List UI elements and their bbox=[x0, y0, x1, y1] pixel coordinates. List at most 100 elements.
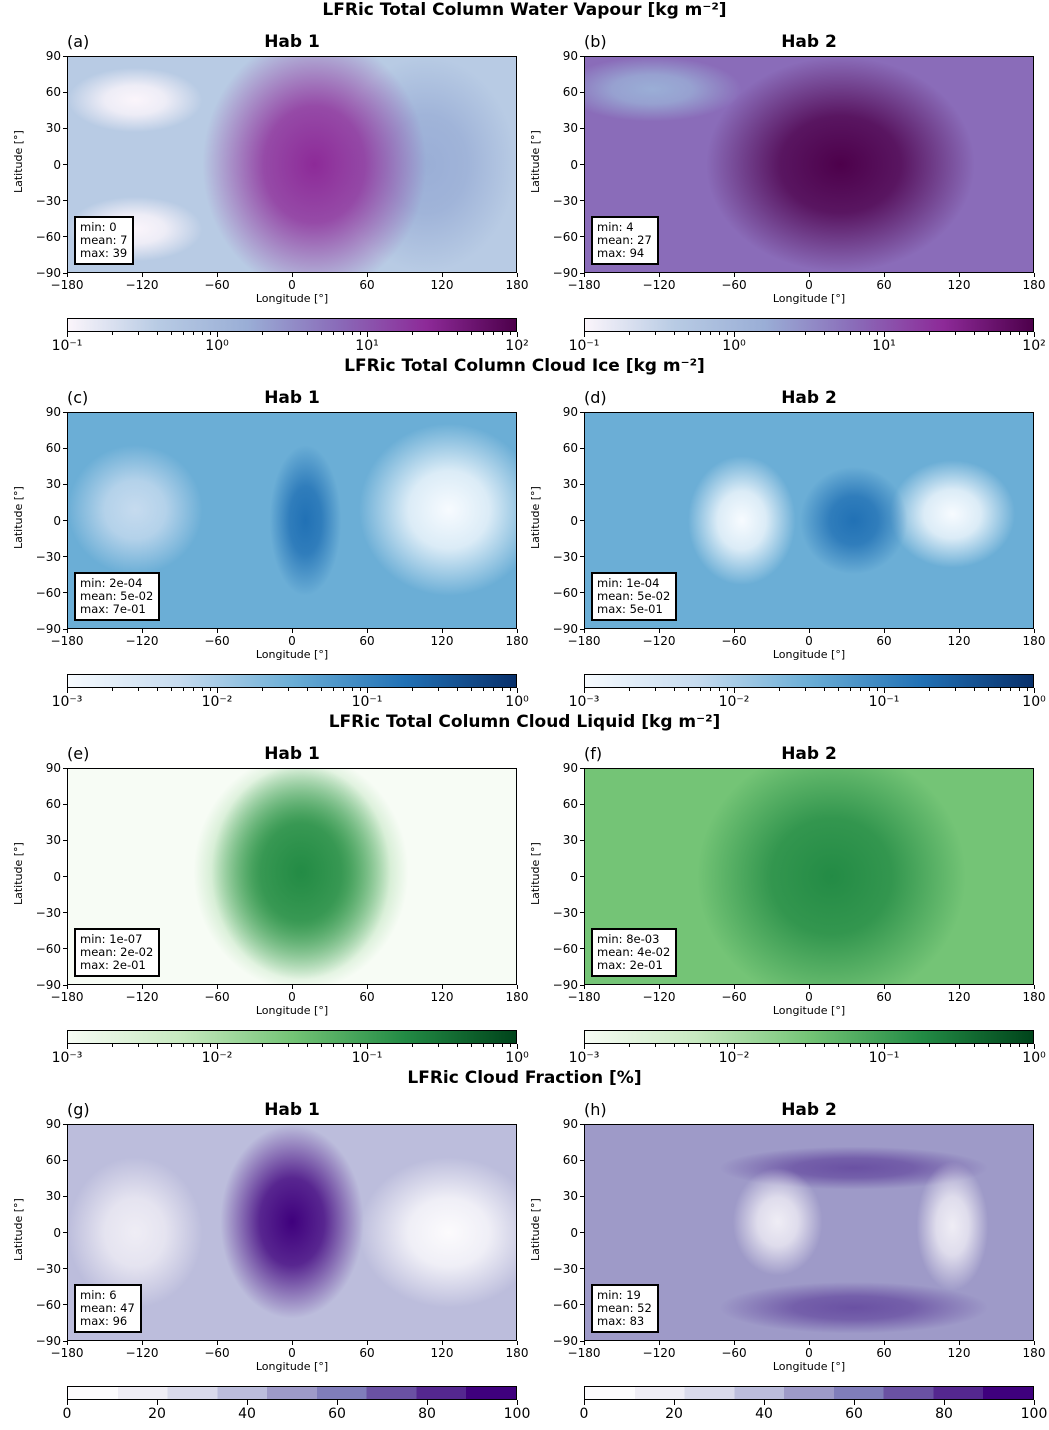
x-tick-mark bbox=[366, 985, 368, 989]
y-tick-label: −90 bbox=[552, 266, 578, 280]
x-tick-label: 60 bbox=[876, 278, 892, 292]
colorbar-tick-label: 0 bbox=[579, 1406, 589, 1422]
colorbar-minor-tick bbox=[193, 688, 195, 691]
colorbar-minor-tick bbox=[973, 1044, 975, 1047]
x-tick-mark bbox=[733, 273, 735, 277]
y-tick-mark bbox=[580, 164, 584, 165]
colorbar-tick-label: 10⁻¹ bbox=[351, 694, 383, 710]
x-tick-label: −120 bbox=[125, 1346, 159, 1360]
colorbar-minor-tick bbox=[351, 332, 353, 335]
colorbar-minor-tick bbox=[201, 1044, 203, 1047]
y-tick-label: −90 bbox=[35, 266, 61, 280]
x-tick-label: 60 bbox=[876, 990, 892, 1004]
y-axis-label: Latitude [°] bbox=[529, 129, 542, 193]
stat-line: mean: 5e-02 bbox=[597, 589, 671, 603]
y-tick-mark bbox=[580, 1232, 584, 1233]
colorbar-tick-mark bbox=[66, 688, 68, 693]
y-tick-mark bbox=[63, 1268, 67, 1270]
colorbar-tick-label: 10⁰ bbox=[722, 338, 746, 354]
y-tick-label: 90 bbox=[562, 1117, 578, 1131]
x-tick-label: −180 bbox=[50, 990, 84, 1004]
colorbar-minor-tick bbox=[868, 332, 870, 335]
y-tick-label: −90 bbox=[552, 978, 578, 992]
colorbar-minor-tick bbox=[823, 1044, 825, 1047]
x-tick-label: −180 bbox=[567, 990, 601, 1004]
colorbar-tick-mark bbox=[883, 1044, 885, 1049]
colorbar-tick-mark bbox=[366, 332, 368, 337]
y-tick-label: −60 bbox=[35, 1297, 61, 1312]
x-tick-label: 120 bbox=[430, 1346, 454, 1360]
row-title: LFRic Total Column Cloud Ice [kg m⁻²] bbox=[344, 356, 705, 376]
colorbar-minor-tick bbox=[321, 1044, 323, 1047]
colorbar-minor-tick bbox=[333, 688, 335, 691]
x-tick-label: −120 bbox=[642, 278, 676, 292]
colorbar-tick-mark bbox=[733, 1044, 735, 1049]
y-tick-label: 30 bbox=[45, 121, 61, 136]
colorbar-minor-tick bbox=[359, 1044, 361, 1047]
colorbar-tick-label: 40 bbox=[755, 1406, 773, 1422]
colorbar-minor-tick bbox=[333, 1044, 335, 1047]
y-axis-label: Latitude [°] bbox=[12, 1197, 25, 1261]
stat-line: min: 19 bbox=[597, 1288, 641, 1302]
y-axis-label: Latitude [°] bbox=[12, 485, 25, 549]
x-tick-mark bbox=[516, 1341, 518, 1345]
y-tick-mark bbox=[580, 272, 584, 274]
x-tick-label: 60 bbox=[359, 990, 375, 1004]
x-tick-label: −180 bbox=[50, 278, 84, 292]
y-tick-label: 90 bbox=[562, 405, 578, 419]
y-tick-mark bbox=[580, 520, 584, 521]
colorbar-minor-tick bbox=[438, 1044, 440, 1047]
stat-line: max: 7e-01 bbox=[80, 602, 146, 616]
x-tick-label: −60 bbox=[204, 278, 230, 292]
colorbar-minor-tick bbox=[688, 1044, 690, 1047]
y-tick-mark bbox=[63, 483, 67, 485]
x-tick-mark bbox=[733, 629, 735, 633]
heatmap-plot: min: 0 mean: 7 max: 39 bbox=[67, 56, 517, 273]
stat-line: mean: 2e-02 bbox=[80, 945, 154, 959]
heatmap-plot: min: 2e-04 mean: 5e-02 max: 7e-01 bbox=[67, 412, 517, 629]
y-tick-label: −60 bbox=[552, 585, 578, 600]
y-axis-label: Latitude [°] bbox=[12, 129, 25, 193]
colorbar-tick-label: 0 bbox=[62, 1406, 72, 1422]
colorbar bbox=[584, 674, 1034, 688]
y-tick-mark bbox=[580, 592, 584, 594]
stat-line: min: 8e-03 bbox=[597, 932, 660, 946]
y-tick-label: −30 bbox=[35, 549, 61, 564]
colorbar-tick-mark bbox=[583, 688, 585, 693]
y-tick-label: 30 bbox=[45, 1189, 61, 1204]
y-tick-label: 60 bbox=[45, 441, 61, 456]
colorbar-minor-tick bbox=[876, 332, 878, 335]
colorbar-tick-mark bbox=[583, 332, 585, 337]
colorbar-minor-tick bbox=[655, 332, 657, 335]
colorbar-minor-tick bbox=[988, 1044, 990, 1047]
y-tick-mark bbox=[63, 236, 67, 238]
y-tick-mark bbox=[63, 200, 67, 202]
x-tick-mark bbox=[958, 1341, 960, 1345]
colorbar-minor-tick bbox=[156, 1044, 158, 1047]
colorbar-tick-label: 10⁻² bbox=[718, 1050, 750, 1066]
y-tick-mark bbox=[63, 447, 67, 449]
x-tick-mark bbox=[1033, 629, 1035, 633]
colorbar-tick-mark bbox=[516, 688, 518, 693]
colorbar-minor-tick bbox=[1018, 332, 1020, 335]
y-tick-mark bbox=[580, 628, 584, 630]
colorbar-minor-tick bbox=[718, 1044, 720, 1047]
x-tick-mark bbox=[216, 985, 218, 989]
x-tick-label: 60 bbox=[359, 278, 375, 292]
y-tick-mark bbox=[63, 1195, 67, 1197]
colorbar-minor-tick bbox=[688, 332, 690, 335]
colorbar-tick-mark bbox=[943, 1400, 945, 1405]
x-axis-label: Longitude [°] bbox=[772, 1004, 846, 1017]
y-tick-label: 60 bbox=[562, 797, 578, 812]
panel-title: Hab 2 bbox=[781, 32, 837, 52]
x-tick-label: 120 bbox=[430, 990, 454, 1004]
colorbar-minor-tick bbox=[193, 332, 195, 335]
x-tick-mark bbox=[733, 1341, 735, 1345]
colorbar-minor-tick bbox=[471, 1044, 473, 1047]
x-tick-label: −60 bbox=[204, 990, 230, 1004]
colorbar-minor-tick bbox=[171, 688, 173, 691]
x-tick-mark bbox=[808, 1341, 810, 1345]
y-tick-mark bbox=[580, 447, 584, 449]
colorbar-minor-tick bbox=[493, 1044, 495, 1047]
colorbar-minor-tick bbox=[778, 1044, 780, 1047]
